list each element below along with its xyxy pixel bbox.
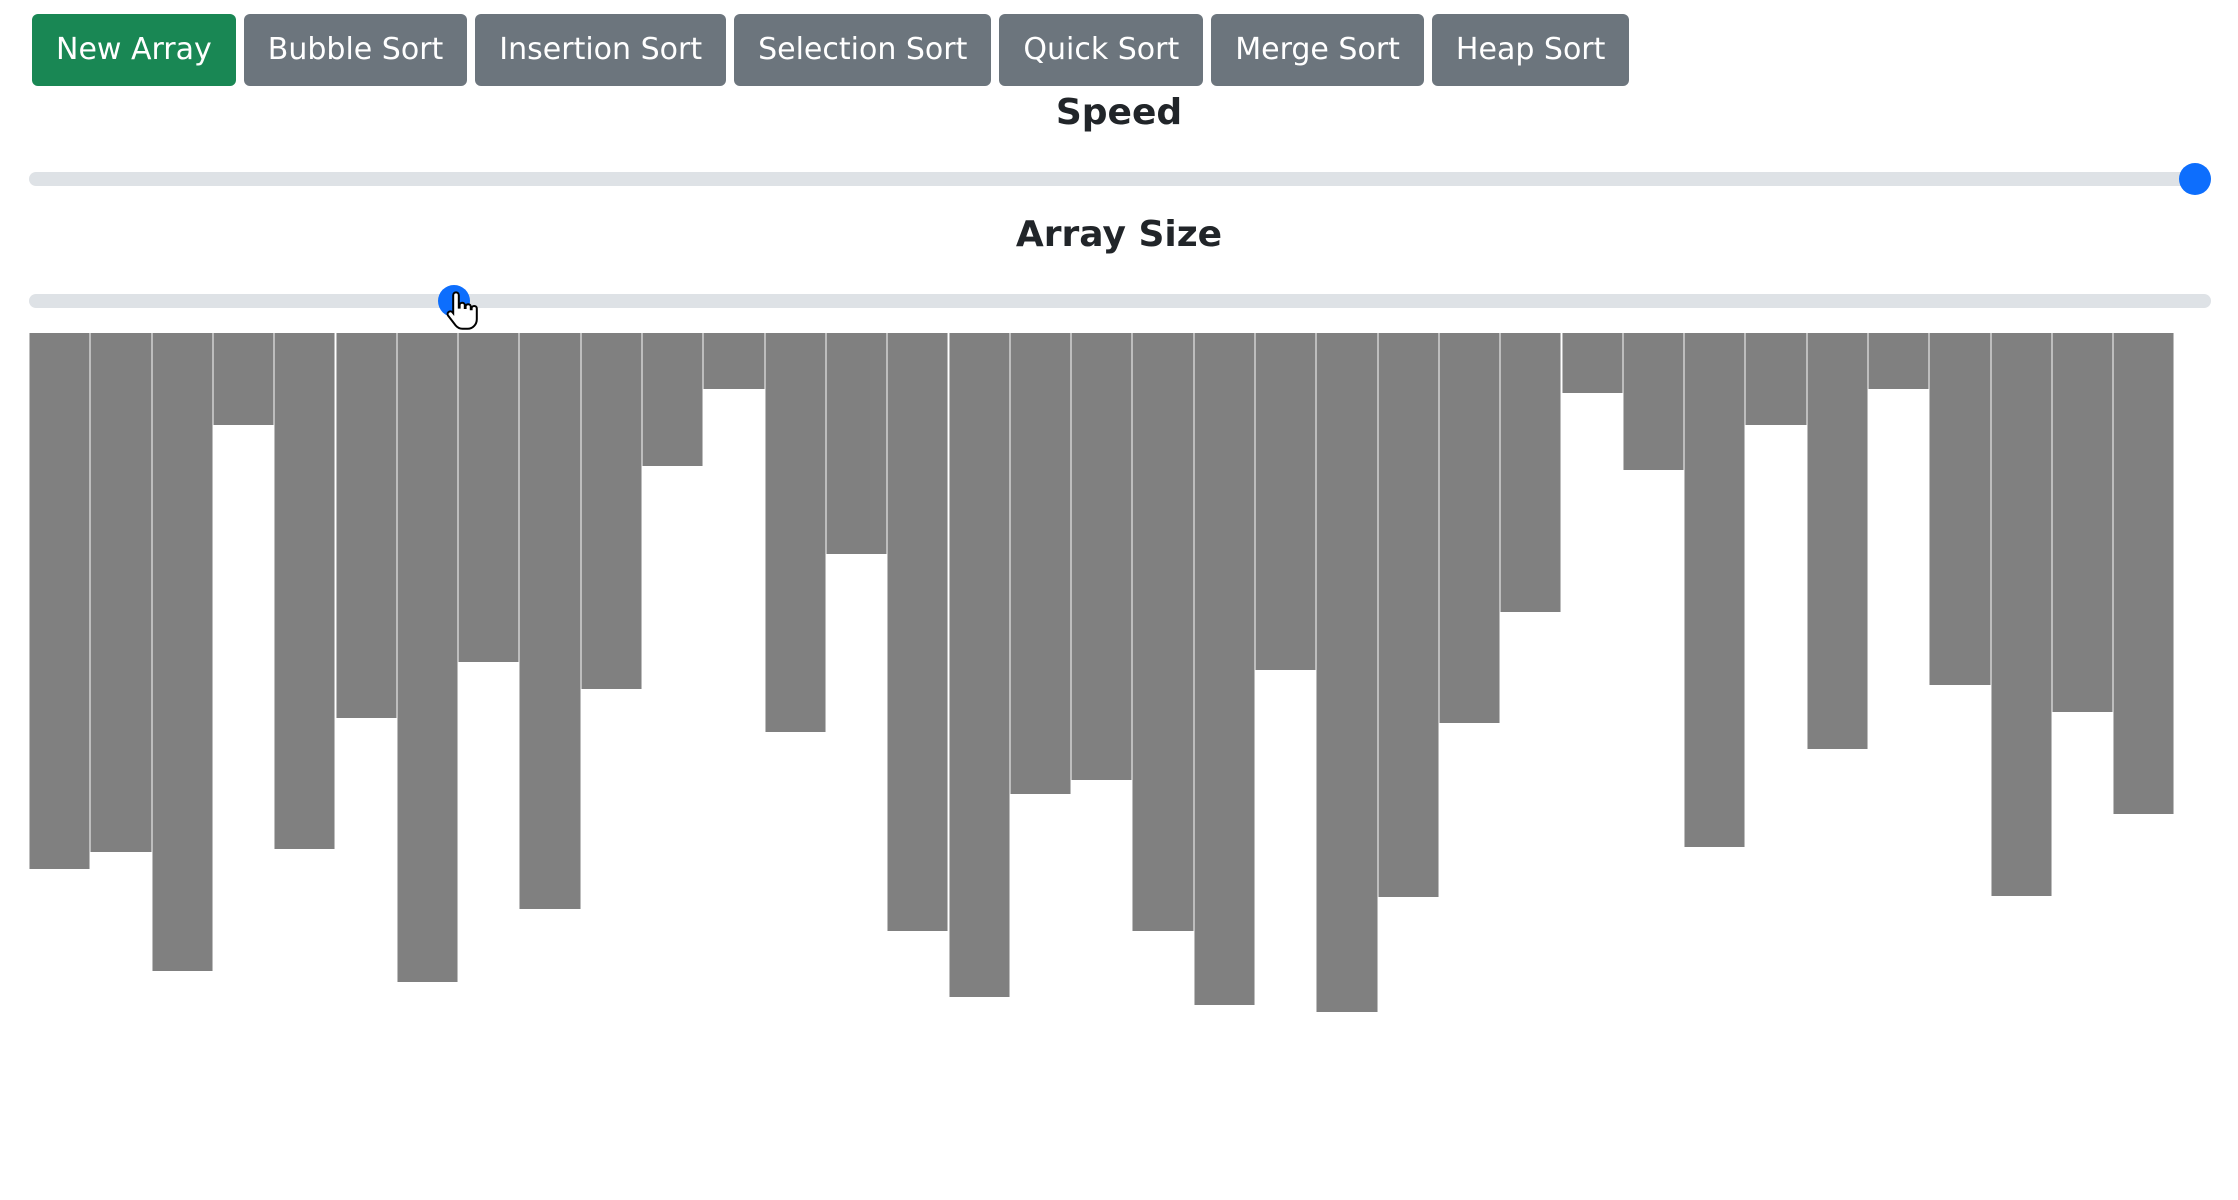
speed-slider-thumb[interactable] [2179, 163, 2211, 195]
array-bars [29, 333, 2179, 1033]
array-bar [1561, 333, 1623, 393]
array-bar [1193, 333, 1255, 1005]
array-bar [887, 333, 949, 931]
array-bar [519, 333, 581, 909]
hand-pointer-cursor-icon [446, 291, 478, 330]
array-bar [1684, 333, 1746, 847]
array-bar [1316, 333, 1378, 1012]
bubble-sort-button[interactable]: Bubble Sort [243, 14, 468, 86]
array-bar [1745, 333, 1807, 425]
speed-slider[interactable] [29, 157, 2211, 197]
array-bar [1929, 333, 1991, 685]
array-bar [1806, 333, 1868, 749]
array-bar [335, 333, 397, 718]
array-bar [90, 333, 152, 852]
array-bar [703, 333, 765, 389]
array-bar [151, 333, 213, 971]
array-bar [1438, 333, 1501, 723]
array-bar [29, 333, 91, 869]
array-bar [1132, 333, 1194, 931]
heap-sort-button[interactable]: Heap Sort [1431, 14, 1630, 86]
new-array-button[interactable]: New Array [32, 14, 236, 86]
array-bar [1377, 333, 1439, 897]
array-bar [580, 333, 642, 689]
array-size-label: Array Size [1015, 214, 1223, 255]
array-bar [764, 333, 826, 732]
toolbar: New Array Bubble Sort Insertion Sort Select… [32, 14, 1630, 86]
speed-slider-track[interactable] [29, 172, 2211, 186]
array-bar [212, 333, 275, 425]
array-bar [2113, 333, 2175, 814]
merge-sort-button[interactable]: Merge Sort [1211, 14, 1424, 86]
array-bar [1255, 333, 1317, 670]
array-bar [2051, 333, 2114, 712]
array-bar [1990, 333, 2052, 896]
array-size-slider-track[interactable] [29, 294, 2211, 308]
array-bar [1500, 333, 1562, 612]
insertion-sort-button[interactable]: Insertion Sort [475, 14, 727, 86]
array-bar [642, 333, 704, 466]
array-bar [1868, 333, 1930, 389]
array-bar [1071, 333, 1133, 780]
array-bar [274, 333, 336, 849]
array-bar [825, 333, 888, 554]
array-bar [458, 333, 520, 662]
array-bar [948, 333, 1010, 997]
array-bar [396, 333, 459, 982]
array-bar [1622, 333, 1685, 470]
array-bar [1009, 333, 1072, 794]
selection-sort-button[interactable]: Selection Sort [734, 14, 992, 86]
quick-sort-button[interactable]: Quick Sort [999, 14, 1204, 86]
array-size-slider[interactable] [29, 279, 2211, 319]
speed-label: Speed [1055, 92, 1183, 133]
